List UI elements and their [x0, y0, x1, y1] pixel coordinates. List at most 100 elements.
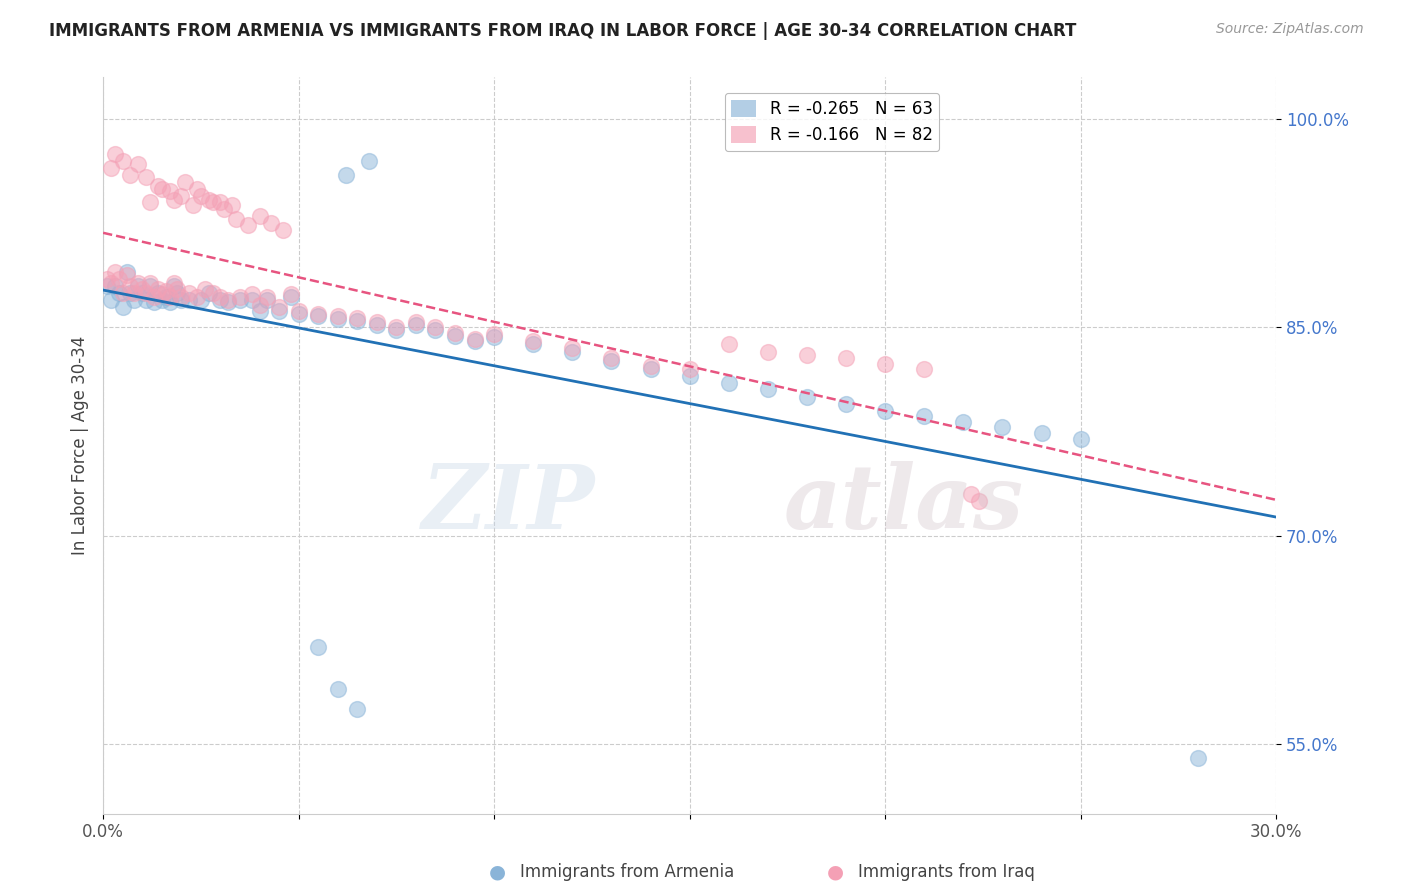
Point [120, 285, 142, 300]
Point [229, 293, 252, 307]
Point [127, 156, 149, 170]
Point [287, 303, 309, 318]
Point [640, 362, 662, 376]
Y-axis label: In Labor Force | Age 30-34: In Labor Force | Age 30-34 [72, 336, 89, 555]
Point [217, 293, 239, 307]
Point [991, 420, 1014, 434]
Point [135, 293, 157, 307]
Point [256, 290, 278, 304]
Point [190, 188, 212, 202]
Point [170, 290, 193, 304]
Point [209, 293, 232, 307]
Point [717, 337, 740, 351]
Point [104, 146, 127, 161]
Point [326, 310, 349, 324]
Point [482, 330, 505, 344]
Text: Immigrants from Armenia: Immigrants from Armenia [520, 863, 734, 881]
Point [201, 195, 224, 210]
Point [135, 285, 157, 300]
Point [155, 290, 177, 304]
Point [139, 276, 162, 290]
Point [267, 303, 290, 318]
Point [912, 409, 935, 424]
Point [717, 376, 740, 390]
Point [155, 285, 177, 299]
Point [366, 318, 388, 332]
Point [346, 310, 368, 325]
Point [326, 312, 349, 326]
Point [307, 640, 329, 654]
Point [229, 290, 252, 304]
Point [678, 369, 700, 384]
Point [127, 276, 149, 290]
Point [357, 153, 380, 168]
Point [170, 293, 193, 307]
Point [835, 397, 858, 411]
Point [240, 287, 263, 301]
Point [150, 181, 173, 195]
Point [115, 268, 138, 282]
Point [561, 341, 583, 355]
Point [120, 168, 142, 182]
Point [249, 298, 271, 312]
Point [186, 290, 208, 304]
Point [131, 282, 153, 296]
Point [146, 282, 169, 296]
Point [104, 265, 127, 279]
Point [600, 351, 623, 365]
Point [221, 198, 243, 212]
Point [249, 210, 271, 224]
Point [124, 285, 146, 300]
Point [425, 323, 447, 337]
Point [366, 315, 388, 329]
Point [256, 293, 278, 307]
Point [307, 310, 329, 324]
Point [600, 353, 623, 368]
Point [174, 175, 197, 189]
Point [287, 307, 309, 321]
Point [107, 285, 129, 300]
Point [100, 293, 122, 307]
Text: IMMIGRANTS FROM ARMENIA VS IMMIGRANTS FROM IRAQ IN LABOR FORCE | AGE 30-34 CORRE: IMMIGRANTS FROM ARMENIA VS IMMIGRANTS FR… [49, 22, 1077, 40]
Point [197, 193, 219, 207]
Point [796, 390, 818, 404]
Point [1031, 425, 1053, 440]
Point [522, 337, 544, 351]
Point [209, 290, 232, 304]
Point [194, 282, 217, 296]
Point [875, 404, 897, 418]
Point [120, 278, 142, 293]
Point [522, 334, 544, 349]
Point [166, 282, 188, 296]
Point [111, 300, 134, 314]
Legend: R = -0.265   N = 63, R = -0.166   N = 82: R = -0.265 N = 63, R = -0.166 N = 82 [724, 93, 939, 151]
Point [166, 285, 188, 300]
Point [162, 193, 184, 207]
Point [464, 334, 486, 349]
Point [960, 487, 983, 501]
Point [280, 290, 302, 304]
Text: ZIP: ZIP [422, 461, 596, 548]
Point [150, 287, 173, 301]
Point [444, 326, 467, 340]
Point [186, 181, 208, 195]
Point [139, 195, 162, 210]
Point [100, 276, 122, 290]
Point [100, 161, 122, 175]
Point [796, 348, 818, 362]
Point [1070, 432, 1092, 446]
Point [482, 327, 505, 342]
Point [561, 345, 583, 359]
Point [967, 494, 990, 508]
Point [104, 278, 127, 293]
Point [143, 290, 166, 304]
Text: Source: ZipAtlas.com: Source: ZipAtlas.com [1216, 22, 1364, 37]
Text: ●: ● [489, 863, 506, 882]
Point [225, 212, 247, 227]
Point [307, 307, 329, 321]
Point [346, 702, 368, 716]
Point [425, 320, 447, 334]
Point [249, 303, 271, 318]
Point [131, 285, 153, 300]
Text: Immigrants from Iraq: Immigrants from Iraq [858, 863, 1035, 881]
